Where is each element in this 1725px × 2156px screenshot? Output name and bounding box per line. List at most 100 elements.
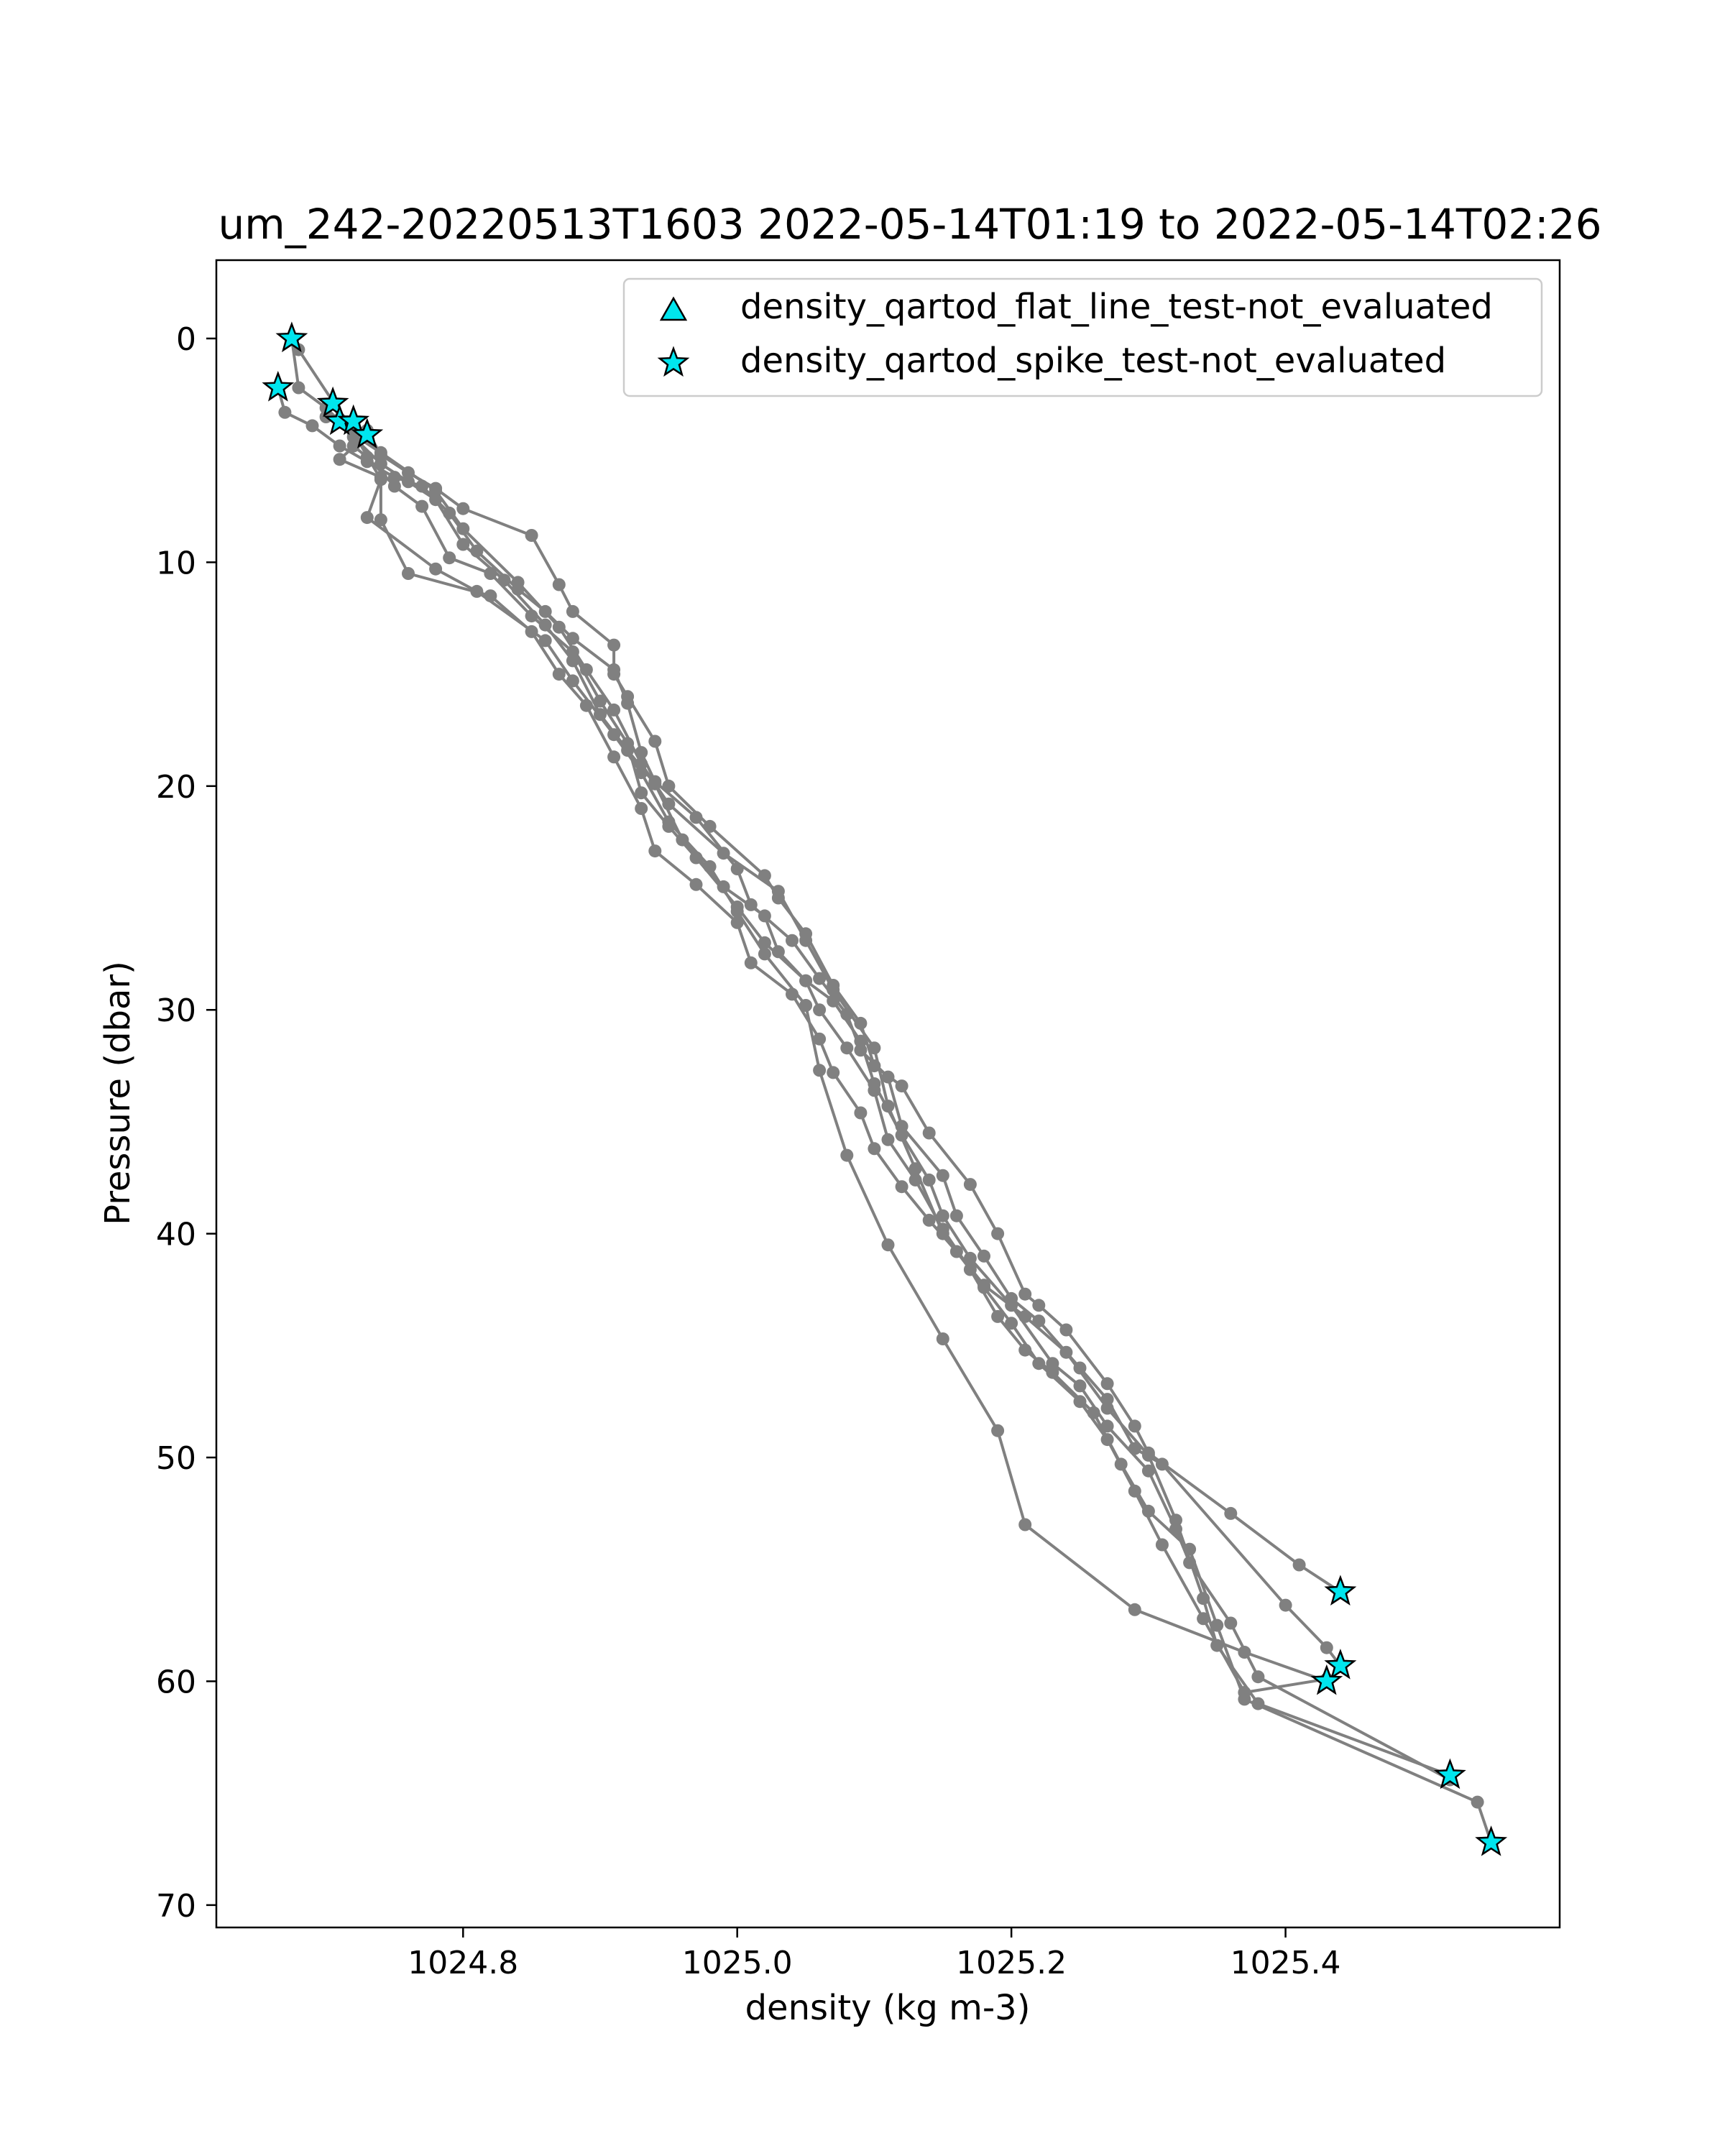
spike-flag-marker <box>275 321 308 353</box>
spike-flag-marker <box>351 418 384 448</box>
profile-point <box>566 604 579 618</box>
y-tick-label: 20 <box>156 769 196 806</box>
profile-line <box>297 349 1328 1683</box>
profile-point <box>1292 1558 1306 1572</box>
profile-point <box>538 618 552 632</box>
profile-point <box>635 786 648 800</box>
profile-point <box>1224 1616 1238 1630</box>
legend-frame <box>622 277 1543 397</box>
profile-point <box>868 1142 881 1156</box>
profile-point <box>840 1041 854 1055</box>
profile-point <box>758 947 771 961</box>
spike-flag-marker <box>1324 1575 1357 1606</box>
plot-area <box>215 259 1561 1929</box>
profile-point <box>922 1126 936 1140</box>
spike-flag-marker <box>1310 1664 1343 1695</box>
spike-flag-marker <box>1434 1758 1466 1789</box>
profile-point <box>607 638 621 652</box>
profile-point <box>813 1003 827 1017</box>
profile-point <box>881 1070 895 1084</box>
profile-point <box>402 567 415 580</box>
profile-point <box>758 909 771 923</box>
spike-flag-marker <box>1475 1825 1508 1856</box>
profile-point <box>1059 1323 1073 1337</box>
profile-point <box>1471 1795 1484 1809</box>
profile-point <box>963 1251 977 1265</box>
profile-point <box>333 453 346 466</box>
profile-point <box>607 663 621 676</box>
profile-point <box>484 567 497 580</box>
profile-point <box>1210 1639 1224 1652</box>
profile-point <box>868 1084 881 1097</box>
profile-point <box>978 1249 990 1263</box>
legend-label-flat-line: density_qartod_flat_line_test-not_evalua… <box>740 287 1493 327</box>
profile-point <box>936 1227 949 1240</box>
x-tick-label: 1025.2 <box>956 1945 1067 1981</box>
profile-point <box>456 522 470 535</box>
profile-point <box>1100 1401 1114 1415</box>
profile-point <box>594 694 607 708</box>
profile-line <box>351 421 1493 1843</box>
profile-7 <box>319 410 1457 1782</box>
spike-flag-marker <box>316 386 349 418</box>
profile-point <box>936 1169 949 1182</box>
profile-point <box>1073 1395 1087 1409</box>
profile-point <box>991 1424 1005 1437</box>
spike-flag-marker <box>1324 1649 1357 1680</box>
x-tick-label: 1024.8 <box>408 1945 518 1981</box>
profile-point <box>771 945 785 959</box>
profile-point <box>1046 1357 1059 1370</box>
profile-point <box>799 934 813 947</box>
profile-point <box>429 484 443 497</box>
y-tick-label: 0 <box>176 321 196 358</box>
profile-point <box>799 974 813 987</box>
profile-point <box>305 419 319 433</box>
profile-point <box>827 994 840 1008</box>
profile-point <box>374 473 387 487</box>
profile-point <box>635 802 648 815</box>
profile-4 <box>346 415 1498 1849</box>
x-axis: 1024.8 1025.0 1025.2 1025.4 <box>408 1927 1341 1981</box>
profile-point <box>607 728 621 742</box>
profile-point <box>730 916 744 929</box>
profile-point <box>827 1066 840 1079</box>
y-tick-label: 60 <box>156 1664 196 1700</box>
profile-point <box>786 934 799 947</box>
profile-point <box>991 1227 1005 1240</box>
profile-point <box>1073 1379 1087 1393</box>
y-tick-label: 50 <box>156 1440 196 1477</box>
profile-1 <box>285 332 1347 1598</box>
profile-point <box>621 696 635 710</box>
profile-point <box>566 674 579 688</box>
legend: density_qartod_flat_line_test-not_evalua… <box>622 277 1543 397</box>
profile-point <box>868 1041 881 1055</box>
profile-point <box>717 847 730 860</box>
profile-point <box>456 538 470 551</box>
profile-point <box>881 1238 895 1252</box>
profile-point <box>552 668 566 681</box>
y-tick-label: 40 <box>156 1217 196 1253</box>
profile-point <box>1018 1309 1032 1323</box>
profile-point <box>1005 1317 1018 1330</box>
profile-point <box>1251 1670 1265 1684</box>
profile-point <box>758 936 771 949</box>
profile-point <box>730 905 744 918</box>
spike-flag-marker <box>337 404 370 436</box>
profile-point <box>689 811 703 824</box>
profile-point <box>1128 1419 1141 1433</box>
y-tick-label: 70 <box>156 1888 196 1925</box>
legend-star-icon <box>657 346 690 377</box>
profile-point <box>827 983 840 997</box>
profile-point <box>895 1079 908 1093</box>
profile-point <box>771 885 785 898</box>
profile-point <box>1251 1697 1265 1710</box>
x-tick-label: 1025.4 <box>1230 1945 1341 1981</box>
profile-point <box>1197 1612 1210 1626</box>
profile-point <box>991 1309 1005 1323</box>
profile-point <box>552 578 566 591</box>
profile-point <box>799 999 813 1012</box>
x-tick-label: 1025.0 <box>682 1945 793 1981</box>
profile-point <box>648 844 662 858</box>
profile-point <box>387 479 401 493</box>
